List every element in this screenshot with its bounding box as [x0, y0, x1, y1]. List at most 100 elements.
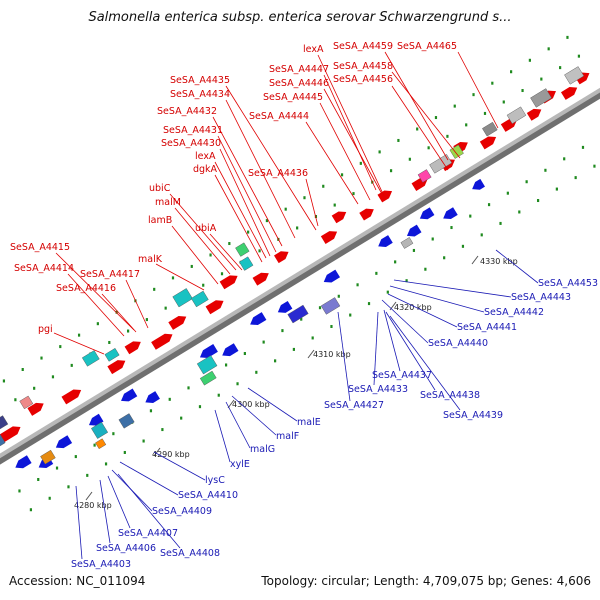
gene-label-sesa-a4417[interactable]: SeSA_A4417	[80, 269, 140, 280]
gene-label-sesa-a4403[interactable]: SeSA_A4403	[71, 559, 131, 570]
forward-genes	[0, 72, 590, 444]
guide-dot	[55, 466, 59, 470]
guide-dot	[443, 256, 446, 260]
gene-label-sesa-a4443[interactable]: SeSA_A4443	[511, 292, 571, 303]
guide-dot	[547, 47, 550, 51]
reverse-gene-arrow	[443, 207, 458, 220]
gene-label-sesa-a4435[interactable]: SeSA_A4435	[170, 75, 230, 86]
guide-dot	[518, 210, 521, 214]
gene-label-malg[interactable]: malG	[250, 444, 275, 455]
guide-dot	[220, 272, 224, 276]
feature-box	[564, 66, 585, 85]
gene-label-lysc[interactable]: lysC	[205, 475, 225, 486]
gene-label-malk[interactable]: malK	[138, 254, 163, 265]
tick-4300	[227, 399, 235, 409]
guide-dot	[86, 473, 89, 477]
guide-dot	[18, 489, 21, 493]
guide-dot	[581, 145, 585, 149]
gene-label-lamb[interactable]: lamB	[148, 215, 172, 226]
forward-gene-arrow	[107, 360, 126, 375]
guide-dot	[258, 249, 261, 253]
feature-box	[449, 144, 464, 159]
gene-label-sesa-a4447[interactable]: SeSA_A4447	[269, 64, 329, 75]
gene-label-pgi[interactable]: pgi	[38, 324, 53, 335]
feature-box	[91, 421, 109, 439]
gene-label-sesa-a4453[interactable]: SeSA_A4453	[538, 278, 598, 289]
guide-dot	[274, 359, 277, 363]
reverse-gene-arrow	[378, 235, 393, 247]
guide-dot	[303, 196, 306, 200]
gene-label-sesa-a4408[interactable]: SeSA_A4408	[160, 548, 220, 559]
gene-label-sesa-a4439[interactable]: SeSA_A4439	[443, 410, 503, 421]
gene-label-sesa-a4416[interactable]: SeSA_A4416	[56, 283, 116, 294]
guide-dot	[356, 283, 359, 287]
gene-label-sesa-a4431[interactable]: SeSA_A4431	[163, 125, 223, 136]
guide-dot	[450, 226, 453, 230]
gene-label-malm[interactable]: malM	[155, 197, 181, 208]
guide-dot	[424, 267, 427, 271]
genome-info-text: Topology: circular; Length: 4,709,075 bp…	[261, 574, 591, 588]
forward-gene-arrow	[560, 87, 578, 100]
guide-dot	[93, 443, 96, 447]
gene-label-sesa-a4437[interactable]: SeSA_A4437	[372, 370, 432, 381]
gene-label-sesa-a4407[interactable]: SeSA_A4407	[118, 528, 178, 539]
gene-label-sesa-a4410[interactable]: SeSA_A4410	[178, 490, 238, 501]
guide-dot	[577, 54, 581, 58]
guide-dot	[367, 302, 371, 306]
forward-gene-arrow	[0, 426, 21, 444]
gene-label-ubia[interactable]: ubiA	[195, 223, 217, 234]
guide-dot	[180, 416, 183, 420]
guide-dot	[112, 432, 115, 436]
guide-dot	[412, 248, 416, 252]
gene-label-sesa-a4459[interactable]: SeSA_A4459	[333, 41, 393, 52]
gene-label-sesa-a4446[interactable]: SeSA_A4446	[269, 78, 329, 89]
gene-label-sesa-a4432[interactable]: SeSA_A4432	[157, 106, 217, 117]
gene-label-sesa-a4414[interactable]: SeSA_A4414	[14, 263, 74, 274]
gene-label-xyle[interactable]: xylE	[230, 459, 250, 470]
guide-dot	[559, 66, 562, 70]
forward-leader-lines	[53, 51, 499, 355]
gene-label-sesa-a4456[interactable]: SeSA_A4456	[333, 74, 393, 85]
gene-label-ubic[interactable]: ubiC	[149, 183, 171, 194]
guide-dot	[236, 382, 239, 386]
guide-dot	[506, 191, 509, 195]
gene-label-sesa-a4436[interactable]: SeSA_A4436	[248, 168, 308, 179]
guide-dot	[318, 306, 322, 310]
gene-label-sesa-a4458[interactable]: SeSA_A4458	[333, 61, 393, 72]
gene-label-sesa-a4444[interactable]: SeSA_A4444	[249, 111, 309, 122]
reverse-gene-arrow	[406, 224, 422, 237]
gene-label-lexa-top[interactable]: lexA	[303, 44, 324, 55]
guide-dot	[284, 207, 287, 211]
gene-label-sesa-a4440[interactable]: SeSA_A4440	[428, 338, 488, 349]
gene-label-sesa-a4409[interactable]: SeSA_A4409	[152, 506, 212, 517]
forward-gene-arrow	[252, 272, 269, 286]
gene-label-sesa-a4427[interactable]: SeSA_A4427	[324, 400, 384, 411]
gene-label-sesa-a4406[interactable]: SeSA_A4406	[96, 543, 156, 554]
gene-label-sesa-a4441[interactable]: SeSA_A4441	[457, 322, 517, 333]
gene-label-sesa-a4465[interactable]: SeSA_A4465	[397, 41, 457, 52]
guide-dot	[322, 184, 325, 188]
guide-dot	[480, 233, 483, 237]
guide-dot	[574, 176, 577, 180]
gene-label-sesa-a4415[interactable]: SeSA_A4415	[10, 242, 70, 253]
guide-dot	[296, 226, 299, 230]
backbone	[0, 87, 600, 459]
map-title: Salmonella enterica subsp. enterica sero…	[88, 10, 512, 25]
gene-label-dgka[interactable]: dgkA	[193, 164, 218, 175]
guide-dot	[465, 123, 468, 127]
reverse-gene-arrow	[199, 344, 218, 358]
backbone-shadow	[0, 89, 600, 465]
gene-label-malf[interactable]: malF	[276, 431, 299, 442]
gene-label-sesa-a4445[interactable]: SeSA_A4445	[263, 92, 323, 103]
gene-label-sesa-a4438[interactable]: SeSA_A4438	[420, 390, 480, 401]
gene-label-sesa-a4442[interactable]: SeSA_A4442	[484, 307, 544, 318]
gene-label-sesa-a4433[interactable]: SeSA_A4433	[348, 384, 408, 395]
guide-dot	[510, 70, 513, 74]
gene-label-male[interactable]: malE	[297, 417, 321, 428]
gene-label-sesa-a4430[interactable]: SeSA_A4430	[161, 138, 221, 149]
gene-label-sesa-a4434[interactable]: SeSA_A4434	[170, 89, 230, 100]
guide-dot	[521, 89, 524, 93]
gene-label-lexa[interactable]: lexA	[195, 151, 216, 162]
guide-dot	[502, 100, 505, 104]
